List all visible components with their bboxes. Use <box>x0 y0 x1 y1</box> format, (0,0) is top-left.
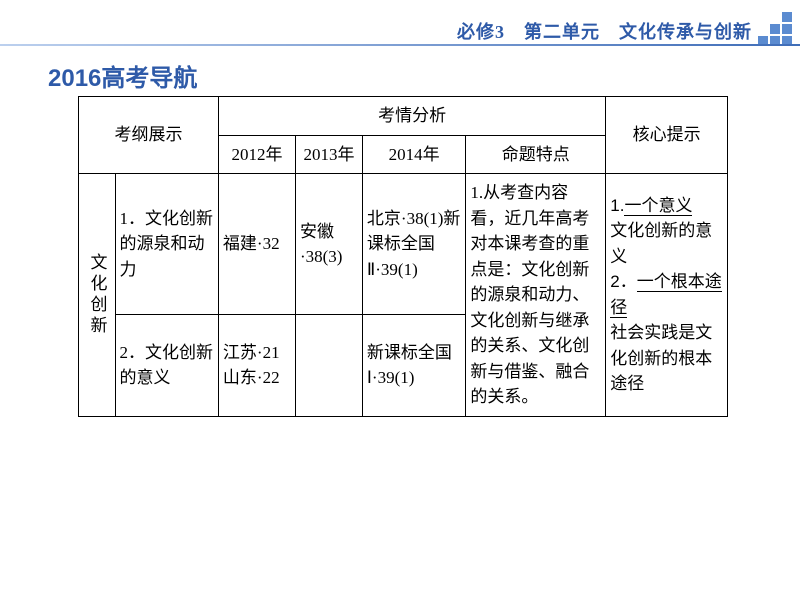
th-outline: 考纲展示 <box>79 97 219 174</box>
header-divider <box>0 44 800 46</box>
page-header: 必修3 第二单元 文化传承与创新 <box>457 18 752 44</box>
th-2014: 2014年 <box>362 135 465 174</box>
corner-decoration <box>758 12 792 46</box>
core-1-num: 1. <box>610 196 624 215</box>
th-2013: 2013年 <box>295 135 362 174</box>
outline-cell-1: 1．文化创新的源泉和动力 <box>115 174 218 315</box>
y2013-cell-2 <box>295 315 362 416</box>
y2013-cell-1: 安徽·38(3) <box>295 174 362 315</box>
th-analysis: 考情分析 <box>218 97 605 136</box>
y2014-cell-1: 北京·38(1)新课标全国Ⅱ·39(1) <box>362 174 465 315</box>
core-2-num: 2． <box>610 272 636 291</box>
th-2012: 2012年 <box>218 135 295 174</box>
y2012-cell-2: 江苏·21山东·22 <box>218 315 295 416</box>
core-cell: 1.一个意义 文化创新的意义 2．一个根本途径 社会实践是文化创新的根本途径 <box>606 174 728 417</box>
category-cell: 文化创新 <box>79 174 116 417</box>
feature-cell: 1.从考查内容看，近几年高考对本课考查的重点是：文化创新的源泉和动力、文化创新与… <box>466 174 606 417</box>
table-row: 文化创新 1．文化创新的源泉和动力 福建·32 安徽·38(3) 北京·38(1… <box>79 174 728 315</box>
th-feature: 命题特点 <box>466 135 606 174</box>
core-1-key: 一个意义 <box>624 196 692 216</box>
outline-cell-2: 2．文化创新的意义 <box>115 315 218 416</box>
exam-table: 考纲展示 考情分析 核心提示 2012年 2013年 2014年 命题特点 文化… <box>78 96 728 417</box>
core-1-text: 文化创新的意义 <box>610 221 712 266</box>
th-core: 核心提示 <box>606 97 728 174</box>
page-title: 2016高考导航 <box>48 58 197 93</box>
table-header-row-1: 考纲展示 考情分析 核心提示 <box>79 97 728 136</box>
y2014-cell-2: 新课标全国Ⅰ·39(1) <box>362 315 465 416</box>
core-2-text: 社会实践是文化创新的根本途径 <box>610 323 712 393</box>
y2012-cell-1: 福建·32 <box>218 174 295 315</box>
